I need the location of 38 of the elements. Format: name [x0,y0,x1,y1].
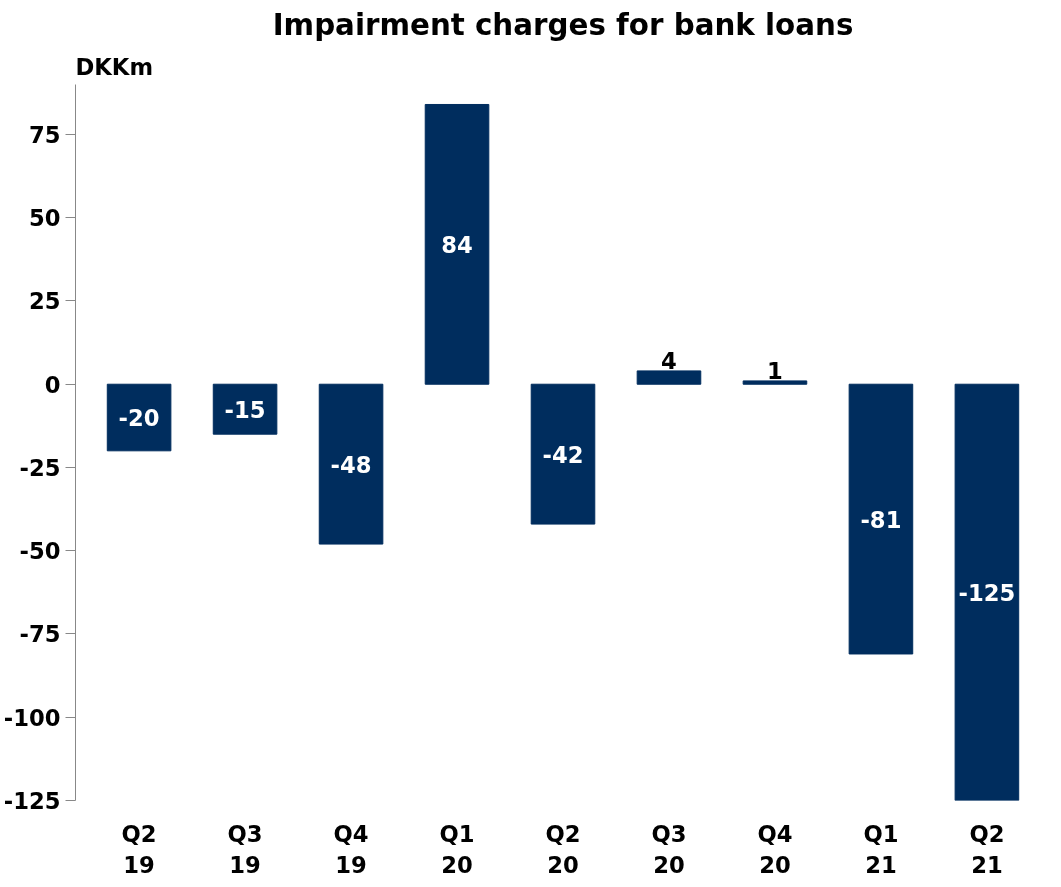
bar [318,383,384,545]
bar [954,383,1020,801]
y-tick-label: 25 [28,288,61,315]
bar [848,383,914,655]
data-label: 84 [441,231,473,258]
x-tick-label: Q3 19 [227,820,263,878]
y-tick-label: -125 [3,788,61,814]
bar [636,370,702,385]
x-tick-label: Q2 20 [545,820,581,878]
y-tick-label: -75 [19,621,61,648]
chart-title: Impairment charges for bank loans [272,7,854,42]
y-tick-label: -50 [19,538,61,565]
data-label: -42 [542,441,584,468]
data-label: 1 [767,358,783,385]
x-tick-label: Q3 20 [651,820,687,878]
x-tick-label: Q4 19 [333,820,369,878]
data-label: -125 [958,579,1016,606]
y-tick-label: 0 [44,371,61,398]
bar [742,380,808,385]
y-axis-title: DKKm [75,53,154,80]
y-tick-label: -100 [3,704,61,731]
bar [106,383,172,452]
data-label: -20 [118,405,160,432]
x-tick-label: Q4 20 [757,820,793,878]
x-tick-label: Q2 21 [969,820,1005,878]
y-tick-label: -25 [19,454,61,481]
bar [530,383,596,525]
y-tick-label: 75 [28,121,61,148]
data-label: 4 [661,348,677,375]
y-tick-label: 50 [28,205,61,232]
x-tick-label: Q1 20 [439,820,475,878]
data-label: -15 [224,396,266,423]
data-label: -48 [330,451,372,478]
data-label: -81 [860,506,902,533]
bar [212,383,278,435]
x-tick-label: Q1 21 [863,820,899,878]
bar [424,103,490,385]
x-tick-label: Q2 19 [121,820,157,878]
